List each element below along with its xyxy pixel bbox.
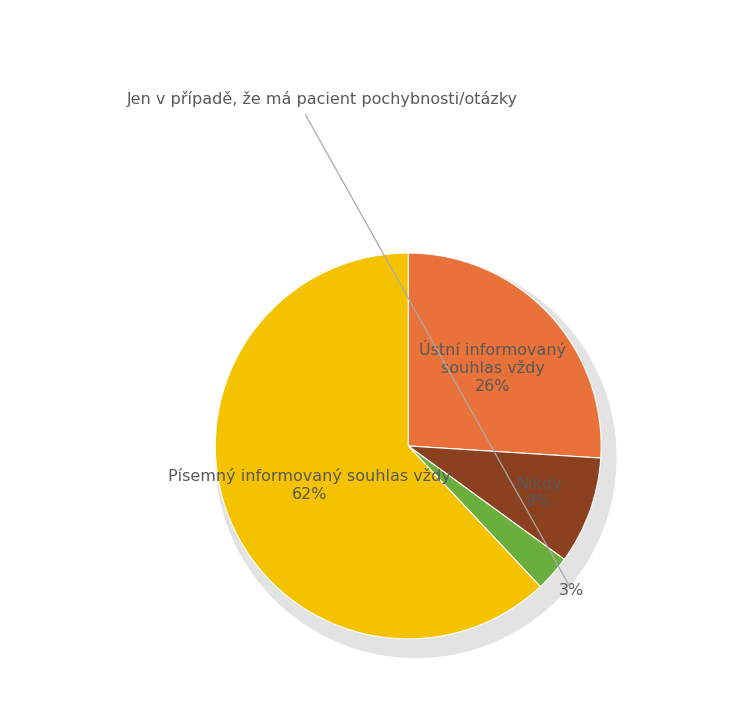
- Text: Ústní informovaný
souhlas vždy
26%: Ústní informovaný souhlas vždy 26%: [419, 340, 566, 393]
- Text: Písemný informovaný souhlas vždy
62%: Písemný informovaný souhlas vždy 62%: [168, 468, 451, 502]
- Wedge shape: [215, 253, 540, 639]
- Text: Nikdy
9%: Nikdy 9%: [516, 477, 562, 509]
- Ellipse shape: [215, 257, 616, 658]
- Wedge shape: [408, 446, 601, 559]
- Wedge shape: [408, 446, 564, 587]
- Text: Jen v případě, že má pacient pochybnosti/otázky: Jen v případě, že má pacient pochybnosti…: [126, 91, 518, 107]
- Wedge shape: [408, 253, 601, 458]
- Text: 3%: 3%: [559, 583, 584, 597]
